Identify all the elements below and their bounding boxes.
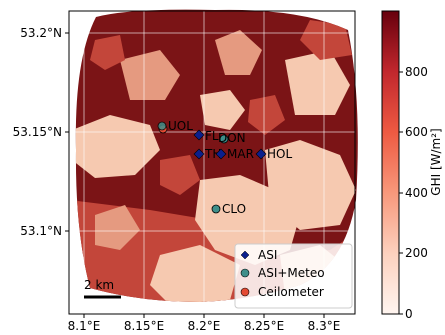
gridlines — [69, 11, 355, 314]
colorbar: 0 200 400 600 800 GHI [W/m²] — [381, 10, 443, 321]
asi-marker — [193, 129, 205, 141]
station-mar: MAR — [215, 147, 254, 161]
station-clo: CLO — [211, 202, 246, 216]
station-label: UOL — [168, 119, 193, 133]
colorbar-tick: 400 — [405, 186, 428, 200]
station-label: TH — [204, 147, 221, 161]
x-tick-label: 8.25°E — [244, 319, 284, 331]
legend-label: ASI+Meteo — [258, 266, 325, 280]
scale-bar-label: 2 km — [84, 278, 114, 292]
y-tick-label: 53.15°N — [13, 125, 62, 139]
colorbar-scale — [381, 10, 400, 315]
colorbar-tick: 200 — [405, 246, 428, 260]
x-tick-label: 8.3°E — [308, 319, 341, 331]
y-tick-label: 53.2°N — [20, 26, 62, 40]
station-th: TH — [193, 147, 221, 161]
legend-ceilometer-icon — [240, 287, 250, 297]
y-tick-label: 53.1°N — [20, 224, 62, 238]
legend-label: ASI — [258, 248, 277, 262]
colorbar-label: GHI [W/m²] — [429, 128, 443, 195]
legend-label: Ceilometer — [258, 285, 324, 299]
asi-marker — [193, 148, 205, 160]
station-label: HOL — [267, 147, 292, 161]
station-fle: FL — [193, 129, 219, 143]
station-label: MAR — [227, 147, 254, 161]
legend-asi-icon — [240, 250, 250, 260]
asi-meteo-marker — [157, 121, 167, 131]
x-tick-label: 8.1°E — [68, 319, 101, 331]
legend-box — [234, 243, 353, 309]
x-tick-label: 8.2°E — [188, 319, 221, 331]
legend: ASI ASI+Meteo Ceilometer — [234, 243, 353, 309]
station-label: DON — [218, 131, 246, 145]
asi-marker — [255, 148, 267, 160]
legend-asi-meteo-icon — [240, 268, 250, 278]
station-don: DON — [218, 131, 246, 145]
scale-bar: 2 km — [84, 278, 121, 299]
station-label: FL — [205, 129, 219, 143]
station-hol: HOL — [255, 147, 292, 161]
asi-meteo-marker — [211, 204, 221, 214]
asi-meteo-marker — [219, 134, 229, 144]
station-uol: UOL — [157, 119, 193, 134]
station-label: CLO — [222, 202, 246, 216]
colorbar-tick: 0 — [405, 307, 413, 321]
asi-marker — [215, 148, 227, 160]
colorbar-tick: 600 — [405, 125, 428, 139]
colorbar-tick: 800 — [405, 65, 428, 79]
x-tick-label: 8.15°E — [124, 319, 164, 331]
